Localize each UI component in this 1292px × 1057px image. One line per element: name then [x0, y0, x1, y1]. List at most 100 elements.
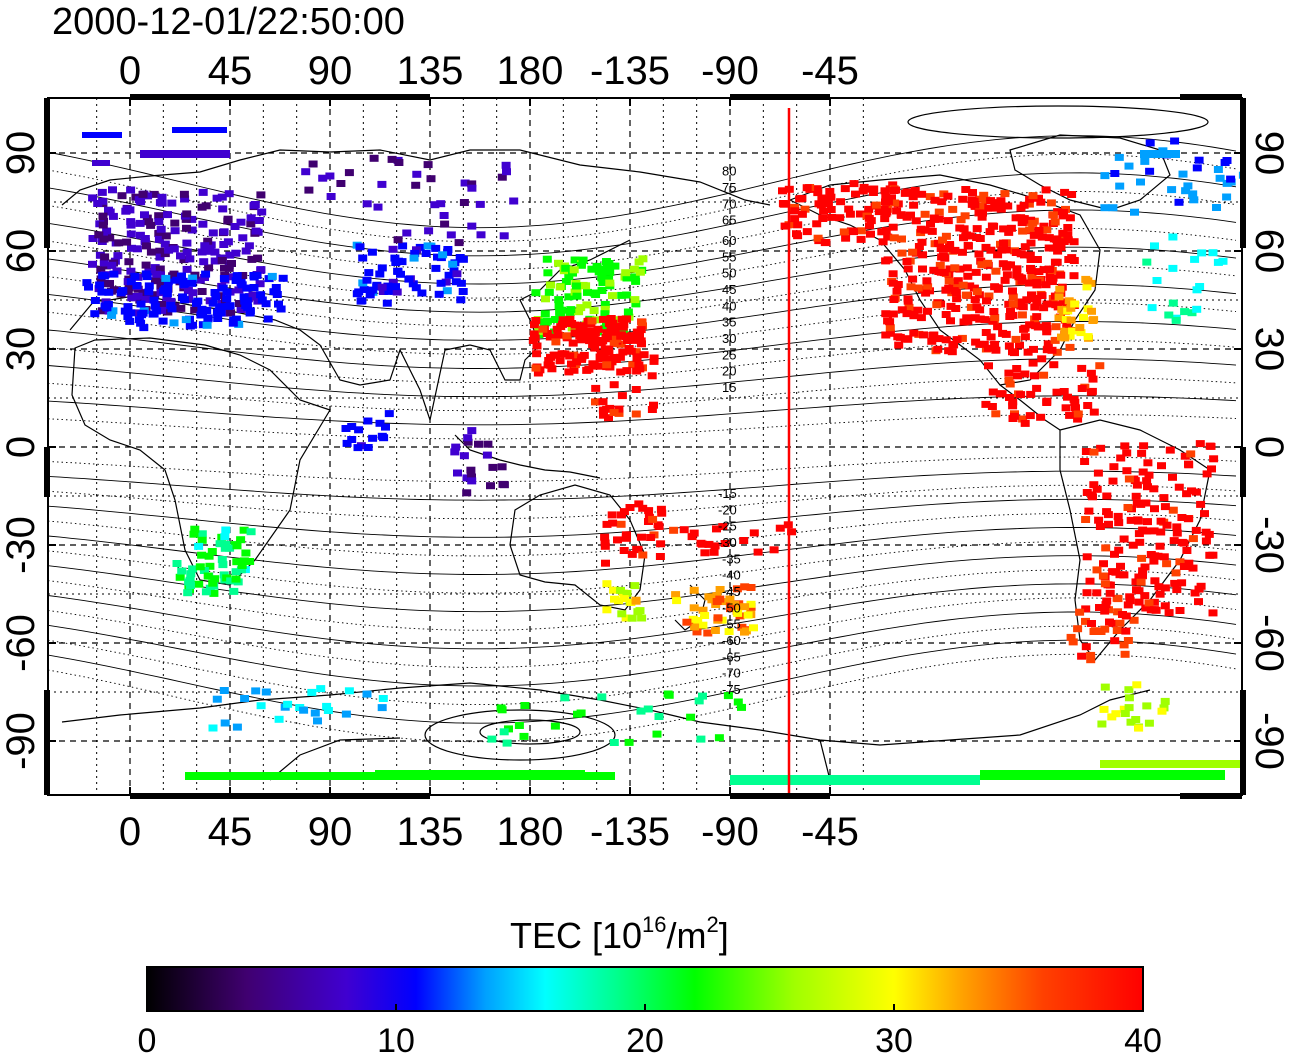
tec-cell — [1144, 599, 1154, 607]
tec-cell — [1124, 162, 1134, 170]
tec-cell — [574, 308, 584, 316]
tec-cell — [1042, 328, 1052, 336]
tec-cell — [1098, 572, 1108, 580]
tec-cell — [608, 519, 618, 527]
tec-cell — [1209, 455, 1219, 463]
tec-cell — [368, 434, 378, 442]
tec-cell — [1188, 190, 1198, 198]
tec-cell — [698, 606, 708, 614]
tec-cell — [375, 419, 385, 427]
tec-cell — [941, 311, 951, 318]
tec-cell — [188, 321, 197, 329]
tec-cell — [688, 615, 698, 623]
tec-cell — [938, 236, 947, 244]
tec-cell — [362, 200, 372, 208]
tec-cell — [125, 206, 135, 214]
tec-cell — [609, 381, 619, 389]
tec-cell — [890, 199, 900, 207]
tec-cell — [572, 358, 582, 366]
tec-cell — [1099, 705, 1109, 713]
tec-cell — [733, 698, 743, 706]
tec-cell — [883, 233, 893, 241]
tec-cell — [1026, 256, 1036, 263]
tec-cell — [1119, 705, 1129, 713]
tec-cell — [1024, 200, 1034, 208]
tec-cell — [307, 688, 317, 696]
tec-cell — [234, 320, 244, 328]
tec-cell — [1124, 475, 1134, 483]
tec-cell — [1119, 641, 1129, 649]
tec-cell — [881, 227, 891, 235]
tec-cell — [598, 279, 608, 287]
tec-cell — [274, 715, 284, 723]
top-longitude-axis: 0 45 90 135 180 -135 -90 -45 — [119, 49, 859, 106]
tec-cell — [1016, 214, 1026, 222]
tec-cell — [154, 218, 164, 226]
tec-cell — [576, 261, 586, 269]
tec-cell — [1114, 153, 1124, 161]
tec-cell — [746, 600, 756, 608]
colorbar-title-end: ] — [719, 915, 729, 956]
tec-cell — [610, 262, 620, 270]
tec-cell — [919, 331, 928, 339]
tec-cell — [631, 348, 641, 356]
tec-cell — [627, 550, 637, 558]
tec-cell — [236, 279, 246, 286]
tec-cell — [1131, 492, 1141, 500]
frame-bar — [130, 793, 430, 799]
tec-cell — [654, 713, 664, 720]
tec-cell — [1126, 516, 1136, 524]
tec-cell — [499, 232, 509, 240]
tec-cell — [795, 195, 805, 203]
tec-cell — [933, 345, 943, 353]
tec-cell — [590, 329, 600, 337]
tec-cell — [325, 172, 335, 180]
tec-cell — [825, 187, 835, 195]
tec-cell — [123, 313, 133, 321]
tec-cell — [575, 328, 585, 336]
tec-cell — [671, 591, 681, 599]
tec-cell — [219, 687, 229, 694]
tec-cell — [627, 614, 637, 622]
tec-cell — [874, 208, 884, 216]
tec-cell — [718, 523, 728, 531]
frame-bar — [44, 98, 50, 248]
tec-cell — [812, 220, 822, 228]
tec-cell — [1070, 300, 1080, 308]
tec-cell — [267, 272, 277, 280]
tec-cell — [1064, 297, 1074, 305]
tec-cell — [1178, 170, 1188, 178]
colorbar-tick-label: 0 — [138, 1022, 157, 1057]
tec-cell — [591, 398, 600, 406]
tec-cell — [304, 186, 314, 194]
tec-cell — [710, 627, 720, 634]
tec-cell — [392, 288, 402, 296]
tec-cell — [456, 296, 466, 304]
tec-cell — [1042, 346, 1052, 354]
left-latitude-tick-label: 90 — [0, 131, 43, 176]
tec-cell — [125, 317, 135, 325]
tec-cell — [1008, 293, 1018, 301]
tec-cell — [391, 283, 400, 291]
tec-cell — [141, 295, 151, 303]
tec-cell — [609, 340, 619, 348]
tec-cell — [1136, 578, 1146, 586]
tec-cell — [1004, 228, 1014, 236]
tec-cell — [254, 217, 264, 224]
tec-cell — [561, 264, 571, 272]
tec-cell — [725, 595, 735, 603]
tec-cell — [1032, 384, 1042, 392]
tec-cell — [1177, 514, 1187, 521]
tec-cell — [1069, 257, 1079, 264]
tec-cell — [986, 246, 996, 254]
tec-cell — [1075, 324, 1085, 331]
tec-cell — [672, 597, 682, 605]
tec-cell — [201, 270, 211, 278]
tec-cell — [404, 275, 414, 283]
tec-cell — [690, 623, 700, 631]
tec-cell — [950, 246, 960, 254]
tec-cell — [1002, 263, 1012, 271]
tec-cell — [1104, 520, 1113, 528]
tec-cell — [1110, 637, 1120, 645]
tec-cell — [1136, 178, 1145, 186]
